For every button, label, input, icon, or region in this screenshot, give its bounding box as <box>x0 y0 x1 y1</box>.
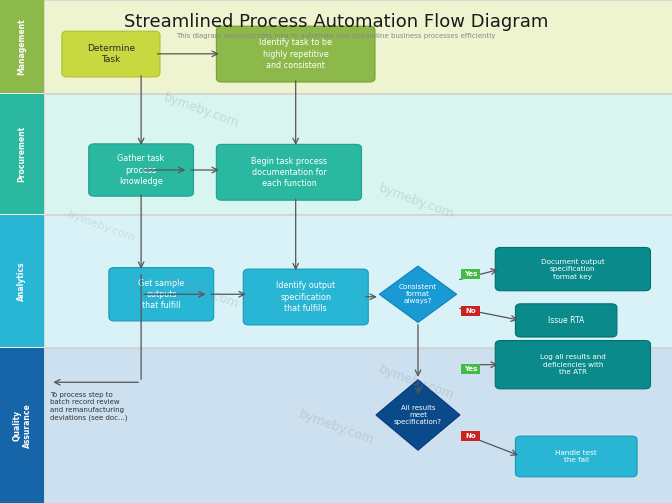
FancyBboxPatch shape <box>0 215 44 347</box>
Text: bymeby.com: bymeby.com <box>296 408 376 447</box>
Text: Identify task to be
highly repetitive
and consistent: Identify task to be highly repetitive an… <box>259 38 332 70</box>
Text: Yes: Yes <box>464 366 477 372</box>
Polygon shape <box>376 380 460 450</box>
Text: To process step to
batch record review
and remanufacturing
deviations (see doc..: To process step to batch record review a… <box>50 392 128 421</box>
Text: bymeby.com: bymeby.com <box>377 363 456 402</box>
FancyBboxPatch shape <box>89 144 194 196</box>
Text: bymeby.com: bymeby.com <box>66 210 136 243</box>
Text: Determine
Task: Determine Task <box>87 44 135 64</box>
Polygon shape <box>379 266 457 322</box>
Text: Issue RTA: Issue RTA <box>548 316 584 325</box>
FancyBboxPatch shape <box>461 269 480 279</box>
FancyBboxPatch shape <box>0 0 672 91</box>
Text: Yes: Yes <box>464 271 477 277</box>
Text: bymeby.com: bymeby.com <box>162 91 241 130</box>
Text: Document output
specification
format key: Document output specification format key <box>541 259 605 280</box>
Text: No: No <box>465 308 476 314</box>
Text: Gather task
process
knowledge: Gather task process knowledge <box>118 154 165 186</box>
FancyBboxPatch shape <box>0 94 44 214</box>
FancyBboxPatch shape <box>62 31 160 77</box>
Text: Handle test
the fail: Handle test the fail <box>555 450 597 463</box>
FancyBboxPatch shape <box>0 348 44 503</box>
FancyBboxPatch shape <box>216 144 362 200</box>
Text: All results
meet
specification?: All results meet specification? <box>394 405 442 425</box>
FancyBboxPatch shape <box>44 215 672 347</box>
FancyBboxPatch shape <box>0 0 44 93</box>
Text: bymeby.com: bymeby.com <box>162 272 241 311</box>
FancyBboxPatch shape <box>461 431 480 441</box>
Text: Get sample
outputs
that fulfill: Get sample outputs that fulfill <box>138 279 185 310</box>
FancyBboxPatch shape <box>109 268 214 321</box>
FancyBboxPatch shape <box>515 304 617 337</box>
Text: Quality
Assurance: Quality Assurance <box>12 403 32 448</box>
FancyBboxPatch shape <box>461 364 480 374</box>
FancyBboxPatch shape <box>515 436 637 477</box>
Text: Analytics: Analytics <box>17 261 26 301</box>
FancyBboxPatch shape <box>461 306 480 316</box>
FancyBboxPatch shape <box>44 0 672 93</box>
Text: Log all results and
deficiencies with
the ATR: Log all results and deficiencies with th… <box>540 354 606 375</box>
FancyBboxPatch shape <box>243 269 368 325</box>
Text: No: No <box>465 433 476 439</box>
FancyBboxPatch shape <box>495 247 650 291</box>
Text: This diagram demonstrates how to automate and streamline business processes effi: This diagram demonstrates how to automat… <box>176 33 496 39</box>
Text: Procurement: Procurement <box>17 126 26 182</box>
FancyBboxPatch shape <box>216 26 375 82</box>
FancyBboxPatch shape <box>44 94 672 214</box>
Text: Consistent
format
always?: Consistent format always? <box>399 284 437 304</box>
Text: Identify output
specification
that fulfills: Identify output specification that fulfi… <box>276 281 335 313</box>
Text: Management: Management <box>17 18 26 75</box>
Text: bymeby.com: bymeby.com <box>377 182 456 221</box>
Text: Streamlined Process Automation Flow Diagram: Streamlined Process Automation Flow Diag… <box>124 13 548 31</box>
Text: Begin task process
documentation for
each function: Begin task process documentation for eac… <box>251 156 327 188</box>
FancyBboxPatch shape <box>44 348 672 503</box>
FancyBboxPatch shape <box>495 341 650 389</box>
